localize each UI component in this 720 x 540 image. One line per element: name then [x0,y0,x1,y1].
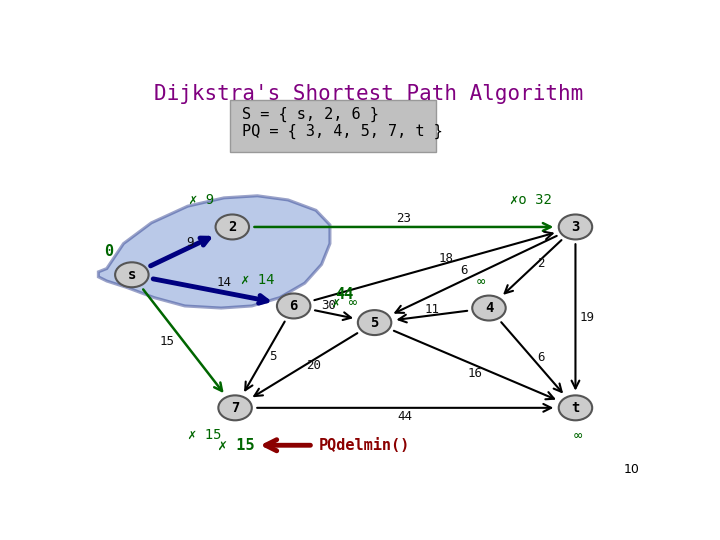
Text: 6: 6 [460,264,467,277]
Circle shape [559,214,593,239]
Text: 5: 5 [269,350,276,363]
Circle shape [215,214,249,239]
Text: ✗ 14: ✗ 14 [240,273,274,287]
Text: 3: 3 [571,220,580,234]
Text: PQ = { 3, 4, 5, 7, t }: PQ = { 3, 4, 5, 7, t } [242,124,443,139]
Circle shape [218,395,252,420]
Text: s: s [127,268,136,282]
Text: Dijkstra's Shortest Path Algorithm: Dijkstra's Shortest Path Algorithm [154,84,584,104]
Text: 30: 30 [321,300,336,313]
Text: 18: 18 [438,252,453,265]
Text: 2: 2 [537,257,544,270]
Text: 0: 0 [104,245,113,259]
Text: 2: 2 [228,220,236,234]
Text: 11: 11 [424,302,439,315]
Text: 16: 16 [467,367,482,380]
Text: ✗ 9: ✗ 9 [189,193,214,207]
Text: ∞: ∞ [574,429,582,443]
Circle shape [358,310,392,335]
Text: 44: 44 [397,410,413,423]
Circle shape [115,262,148,287]
Text: 7: 7 [231,401,239,415]
Circle shape [277,294,310,319]
Text: t: t [571,401,580,415]
Circle shape [559,395,593,420]
Text: 15: 15 [159,335,174,348]
Text: 10: 10 [624,463,639,476]
Text: 4: 4 [485,301,493,315]
Text: 19: 19 [579,311,594,324]
Polygon shape [99,196,330,308]
Text: ✗o 32: ✗o 32 [510,193,552,207]
Text: ✗ 15: ✗ 15 [218,438,255,453]
Text: 6: 6 [289,299,298,313]
Text: ✗ 15: ✗ 15 [188,428,221,442]
Text: 20: 20 [306,359,320,372]
Text: ∞: ∞ [477,275,485,289]
Text: S = { s, 2, 6 }: S = { s, 2, 6 } [242,107,379,123]
Text: 5: 5 [370,315,379,329]
Circle shape [472,295,505,321]
Text: 44: 44 [335,287,353,302]
Text: ✗ ∞: ✗ ∞ [333,295,358,309]
Text: PQdelmin(): PQdelmin() [319,438,410,453]
Text: 14: 14 [217,275,231,288]
Text: 9: 9 [186,236,194,249]
Text: 6: 6 [537,352,544,365]
Text: 23: 23 [397,212,411,225]
FancyBboxPatch shape [230,100,436,152]
